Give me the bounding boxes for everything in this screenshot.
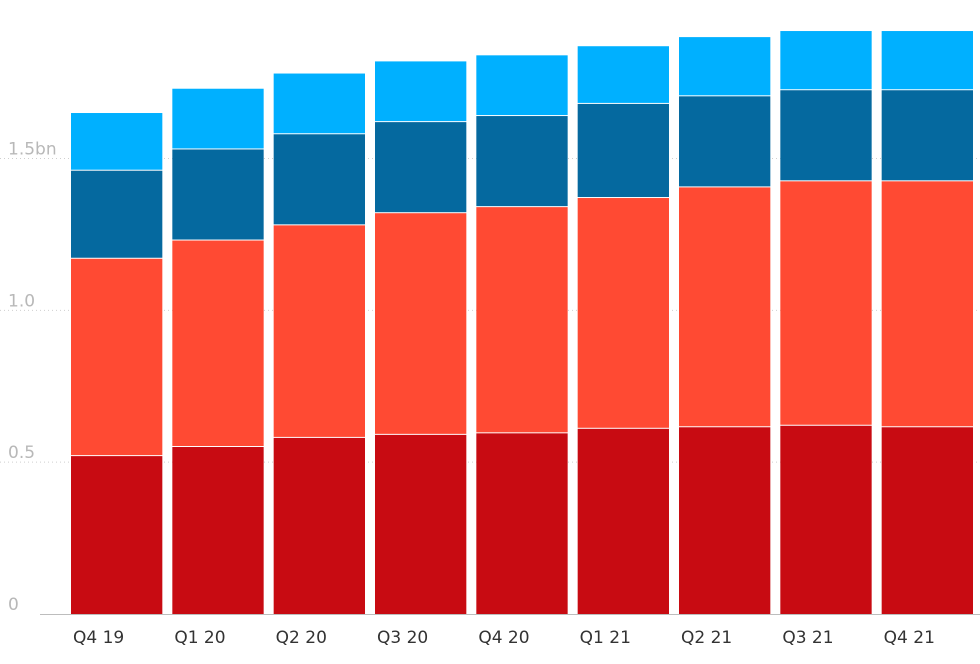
x-tick-label: Q2 20	[276, 628, 327, 648]
x-tick-label: Q4 19	[73, 628, 124, 648]
y-tick-label: 1.5bn	[8, 140, 57, 160]
bar-segment	[273, 134, 365, 225]
bar-segment	[476, 207, 568, 433]
bar-segment	[71, 258, 163, 456]
bar-segment	[881, 90, 973, 181]
bar-segment	[273, 73, 365, 134]
bar-segment	[577, 103, 669, 198]
bar-segment	[780, 31, 872, 90]
bar-segment	[273, 225, 365, 437]
bar-segment	[679, 187, 771, 427]
bar-segment	[375, 434, 467, 614]
x-tick-label: Q1 21	[580, 628, 631, 648]
bar-segment	[172, 88, 264, 149]
bar-segment	[375, 122, 467, 213]
bar-segment	[881, 31, 973, 90]
bar-segment	[780, 90, 872, 181]
bar-segment	[881, 427, 973, 614]
bar-segment	[679, 96, 771, 187]
bars	[71, 31, 973, 614]
bar-segment	[71, 456, 163, 614]
y-axis-ticks: 0 0.5 1.0 1.5bn	[8, 140, 57, 615]
bar-segment	[780, 425, 872, 614]
bar-segment	[172, 149, 264, 240]
bar-segment	[71, 170, 163, 258]
bar-segment	[172, 240, 264, 447]
bar-segment	[780, 181, 872, 425]
x-tick-label: Q2 21	[681, 628, 732, 648]
bar-segment	[577, 198, 669, 428]
y-tick-label: 1.0	[8, 291, 35, 311]
x-tick-label: Q4 21	[884, 628, 935, 648]
bar-segment	[273, 437, 365, 614]
bar-segment	[679, 427, 771, 614]
x-tick-label: Q1 20	[174, 628, 225, 648]
y-tick-label: 0.5	[8, 443, 35, 463]
y-tick-label: 0	[8, 595, 19, 615]
bar-segment	[172, 447, 264, 614]
bar-segment	[577, 428, 669, 614]
bar-segment	[476, 433, 568, 614]
bar-segment	[881, 181, 973, 427]
bar-segment	[71, 113, 163, 170]
x-tick-label: Q3 20	[377, 628, 428, 648]
bar-segment	[679, 37, 771, 96]
bar-segment	[577, 46, 669, 103]
bar-segment	[476, 116, 568, 207]
x-tick-label: Q4 20	[478, 628, 529, 648]
x-tick-label: Q3 21	[782, 628, 833, 648]
bar-segment	[375, 61, 467, 122]
x-axis-labels: Q4 19 Q1 20 Q2 20 Q3 20 Q4 20 Q1 21 Q2 21 Q3 21…	[73, 628, 935, 648]
bar-segment	[375, 213, 467, 434]
bar-segment	[476, 55, 568, 116]
